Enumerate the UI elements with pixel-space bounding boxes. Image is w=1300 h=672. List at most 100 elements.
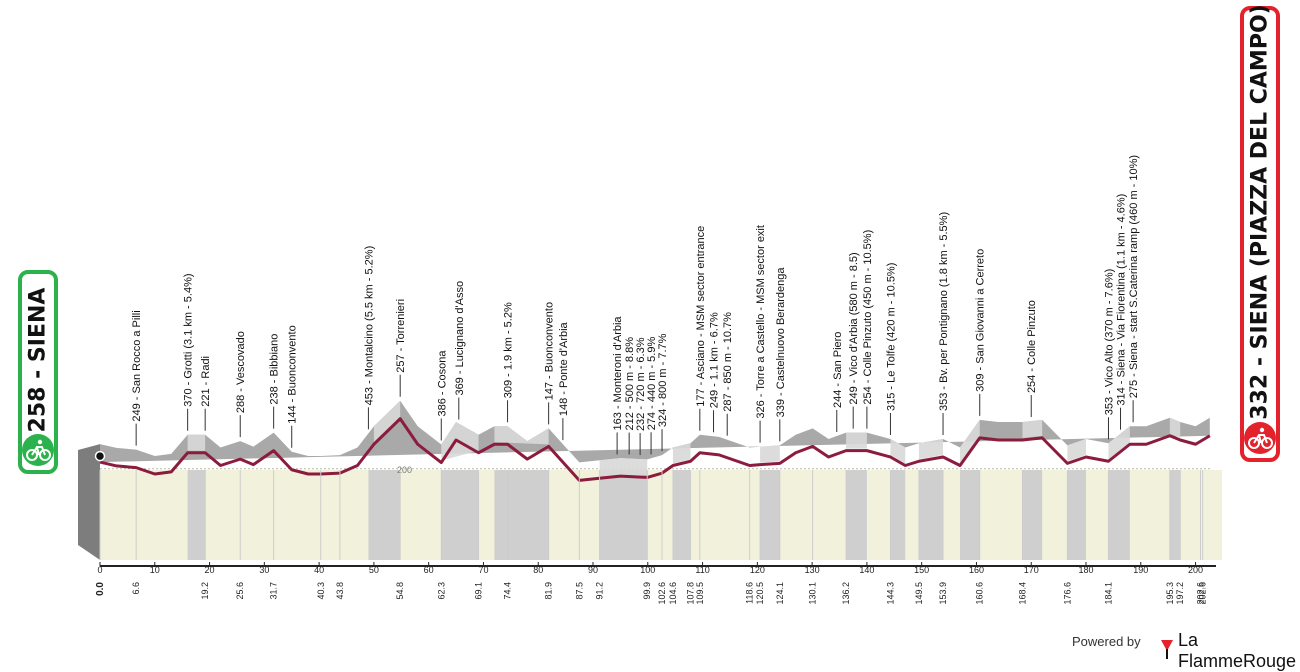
- gravel-sector-fill: [846, 432, 867, 449]
- annotation-label: 453 - Montalcino (5.5 km - 5.2%): [363, 246, 375, 406]
- annotations: 249 - San Rocco a Pilli 370 - Grotti (3.1…: [131, 155, 1140, 456]
- gravel-sector-stripe: [494, 470, 549, 560]
- km-labels: 0.0 6.6 19.2 25.6 31.7 40.3 43.8 54.8 62.3 69.1 74…: [95, 582, 1208, 605]
- km-label: 19.2: [200, 582, 210, 600]
- km-label: 153.9: [938, 582, 948, 605]
- annotation-label: 232 - 720 m - 6.3%: [635, 337, 647, 431]
- annotation-label: 288 - Vescovado: [235, 331, 247, 413]
- km-label: 69.1: [474, 582, 484, 600]
- km-label: 31.7: [269, 582, 279, 600]
- km-label: 202.6: [1198, 582, 1208, 605]
- km-label: 54.8: [395, 582, 405, 600]
- start-marker: [94, 450, 106, 462]
- start-badge-label: 258 - SIENA: [25, 287, 51, 433]
- annotation-label: 314 - Siena - Via Fiorentina (1.1 km - 4…: [1116, 194, 1128, 406]
- x-tick-label: 60: [424, 565, 434, 575]
- x-tick-label: 160: [969, 565, 984, 575]
- gravel-sector-stripe: [846, 470, 867, 560]
- km-label: 107.8: [686, 582, 696, 605]
- x-tick-label: 120: [750, 565, 765, 575]
- annotation-label: 163 - Monteroni d'Arbia: [612, 316, 624, 431]
- km-label: 74.4: [503, 582, 513, 600]
- annotation-label: 274 - 440 m - 5.9%: [646, 337, 658, 431]
- km-label: 43.8: [335, 582, 345, 600]
- x-tick-label: 10: [150, 565, 160, 575]
- lower-band: [100, 470, 1222, 560]
- gridline-label: 200: [397, 465, 412, 475]
- gravel-sector-fill: [672, 443, 691, 464]
- finish-badge-label: 332 - SIENA (PIAZZA DEL CAMPO): [1247, 3, 1273, 420]
- gravel-sector-fill: [599, 458, 648, 477]
- km-label: 109.5: [695, 582, 705, 605]
- gravel-sector-stripe: [1169, 470, 1181, 560]
- km-label: 136.2: [841, 582, 851, 605]
- brand-name: La FlammeRouge: [1178, 630, 1297, 671]
- annotation-label: 326 - Torre a Castello - MSM sector exit: [755, 225, 767, 419]
- gravel-sector-stripe: [890, 470, 906, 560]
- elevation-chart: 200 0 10 20 30 40 50 60 70 80 90 100 110 120 130 140 15…: [78, 155, 1222, 605]
- gravel-sector-stripe: [760, 470, 780, 560]
- km-label: 102.6: [657, 582, 667, 605]
- km-label: 91.2: [595, 582, 605, 600]
- km-label: 202.6: [1195, 582, 1205, 605]
- annotation-label: 309 - 1.9 km - 5.2%: [503, 302, 515, 398]
- km-label: 6.6: [131, 582, 141, 595]
- annotation-label: 353 - Vico Alto (370 m - 7.6%): [1103, 269, 1115, 416]
- km-label: 62.3: [436, 582, 446, 600]
- annotation-label: 309 - San Giovanni a Cerreto: [975, 249, 987, 392]
- x-tick-label: 0: [97, 565, 102, 575]
- km-label: 168.4: [1017, 582, 1027, 605]
- annotation-label: 324 - 800 m - 7.7%: [657, 333, 669, 427]
- km-label: 0.0: [95, 582, 106, 596]
- x-tick-label: 40: [314, 565, 324, 575]
- annotation-label: 339 - Castelnuovo Berardenga: [775, 267, 787, 418]
- annotation-label: 353 - Bv. per Pontignano (1.8 km - 5.5%): [938, 212, 950, 411]
- km-label: 149.5: [914, 582, 924, 605]
- gravel-sector-fill: [918, 439, 944, 460]
- km-label: 176.6: [1062, 582, 1072, 605]
- annotation-label: 238 - Bibbiano: [269, 334, 281, 405]
- km-label: 104.6: [668, 582, 678, 605]
- gravel-sector-stripe: [1108, 470, 1130, 560]
- km-label: 195.3: [1165, 582, 1175, 605]
- gravel-sector-fill: [373, 400, 401, 443]
- flamme-rouge-flag-icon: [1160, 639, 1174, 664]
- profile-area: [78, 400, 1211, 560]
- x-tick-label: 170: [1024, 565, 1039, 575]
- gravel-sector-stripe: [1022, 470, 1043, 560]
- start-badge: 258 - SIENA: [18, 270, 58, 474]
- annotation-label: 249 - Vico d'Arbia (580 m - 8.5): [848, 252, 860, 404]
- gravel-sector-stripe: [441, 470, 479, 560]
- brand-logo[interactable]: La FlammeRouge: [1160, 630, 1300, 672]
- gravel-sector-stripe: [187, 470, 206, 560]
- km-label: 81.9: [544, 582, 554, 600]
- gravel-sector-fill: [1169, 417, 1181, 438]
- profile-left-wall: [78, 444, 100, 560]
- annotation-label: 244 - San Piero: [832, 332, 844, 408]
- annotation-label: 148 - Ponte d'Arbia: [558, 321, 570, 416]
- annotation-label: 212 - 500 m - 8.8%: [624, 337, 636, 431]
- x-tick-label: 30: [259, 565, 269, 575]
- annotation-label: 147 - Buonconvento: [544, 302, 556, 400]
- km-label: 40.3: [316, 582, 326, 600]
- chart-background: [100, 470, 1222, 560]
- x-tick-label: 70: [478, 565, 488, 575]
- gravel-sector-fill: [1108, 426, 1130, 460]
- annotation-label: 177 - Asciano - MSM sector entrance: [695, 226, 707, 407]
- x-tick-label: 150: [914, 565, 929, 575]
- finish-badge: 332 - SIENA (PIAZZA DEL CAMPO): [1240, 3, 1280, 462]
- x-tick-label: 140: [859, 565, 874, 575]
- x-tick-label: 90: [588, 565, 598, 575]
- km-label: 144.3: [885, 582, 895, 605]
- km-label: 197.2: [1175, 582, 1185, 605]
- km-label: 118.6: [745, 582, 755, 604]
- x-tick-label: 80: [533, 565, 543, 575]
- profile-fill: [100, 400, 1210, 463]
- x-tick-label: 110: [695, 565, 709, 575]
- annotation-label: 386 - Cosona: [436, 350, 448, 417]
- x-tick-label: 100: [640, 565, 655, 575]
- km-label: 25.6: [235, 582, 245, 600]
- x-tick-label: 130: [805, 565, 820, 575]
- cyclist-icon: [1244, 422, 1276, 454]
- annotation-label: 254 - Colle Pinzuto (450 m - 10.5%): [862, 230, 874, 405]
